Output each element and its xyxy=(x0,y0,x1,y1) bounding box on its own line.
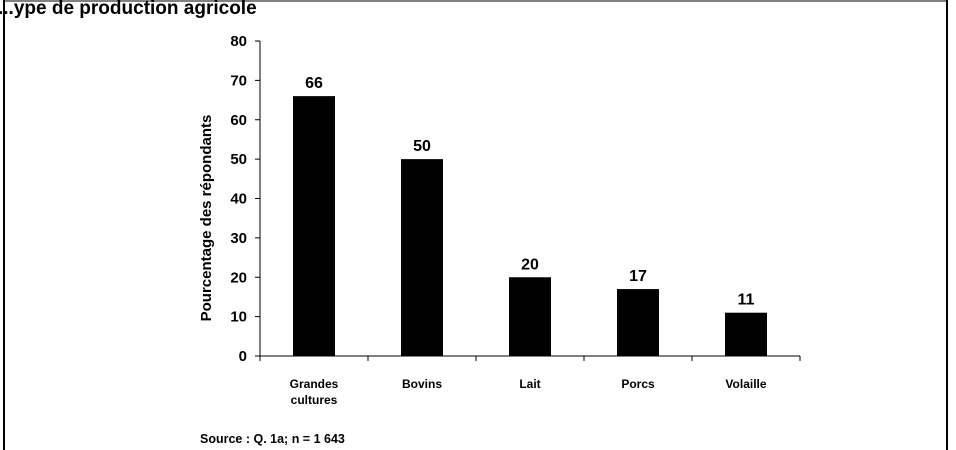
y-tick-label: 60 xyxy=(230,112,247,129)
y-tick-label: 20 xyxy=(230,269,247,286)
y-tick-label: 10 xyxy=(230,309,247,326)
source-note: Source : Q. 1a; n = 1 643 xyxy=(200,432,345,446)
data-label-1: 50 xyxy=(413,138,431,155)
y-tick-label: 30 xyxy=(230,230,247,247)
bar-0 xyxy=(293,96,335,356)
category-label-line: Porcs xyxy=(621,377,655,391)
category-label-2: Lait xyxy=(519,377,540,391)
y-tick-label: 80 xyxy=(230,33,247,50)
y-tick-label: 40 xyxy=(230,191,247,208)
bar-1 xyxy=(401,159,443,356)
data-label-2: 20 xyxy=(521,256,539,273)
category-label-line: Lait xyxy=(519,377,540,391)
bar-4 xyxy=(725,312,767,356)
category-label-0: Grandes cultures xyxy=(290,377,339,407)
bars xyxy=(293,96,767,356)
data-label-0: 66 xyxy=(305,75,323,92)
category-label-3: Porcs xyxy=(621,377,655,391)
category-label-4: Volaille xyxy=(725,377,766,391)
category-label-line: Volaille xyxy=(725,377,766,391)
y-tick-label: 0 xyxy=(239,348,247,365)
labels: 66 Grandes cultures 50 Bovins 20 Lait 17 Porcs 11… xyxy=(290,75,767,407)
chart-heading: ...ype de production agricole xyxy=(0,0,257,19)
category-label-line: Grandes xyxy=(290,377,339,391)
bar-2 xyxy=(509,277,551,356)
bar-3 xyxy=(617,289,659,356)
data-label-3: 17 xyxy=(629,268,647,285)
data-label-4: 11 xyxy=(738,292,755,309)
y-tick-label: 70 xyxy=(230,72,247,89)
category-label-line: Bovins xyxy=(402,377,442,391)
y-axis-label: Pourcentage des répondants xyxy=(198,115,215,322)
y-tick-label: 50 xyxy=(230,151,247,168)
category-label-line: cultures xyxy=(291,393,338,407)
category-label-1: Bovins xyxy=(402,377,442,391)
